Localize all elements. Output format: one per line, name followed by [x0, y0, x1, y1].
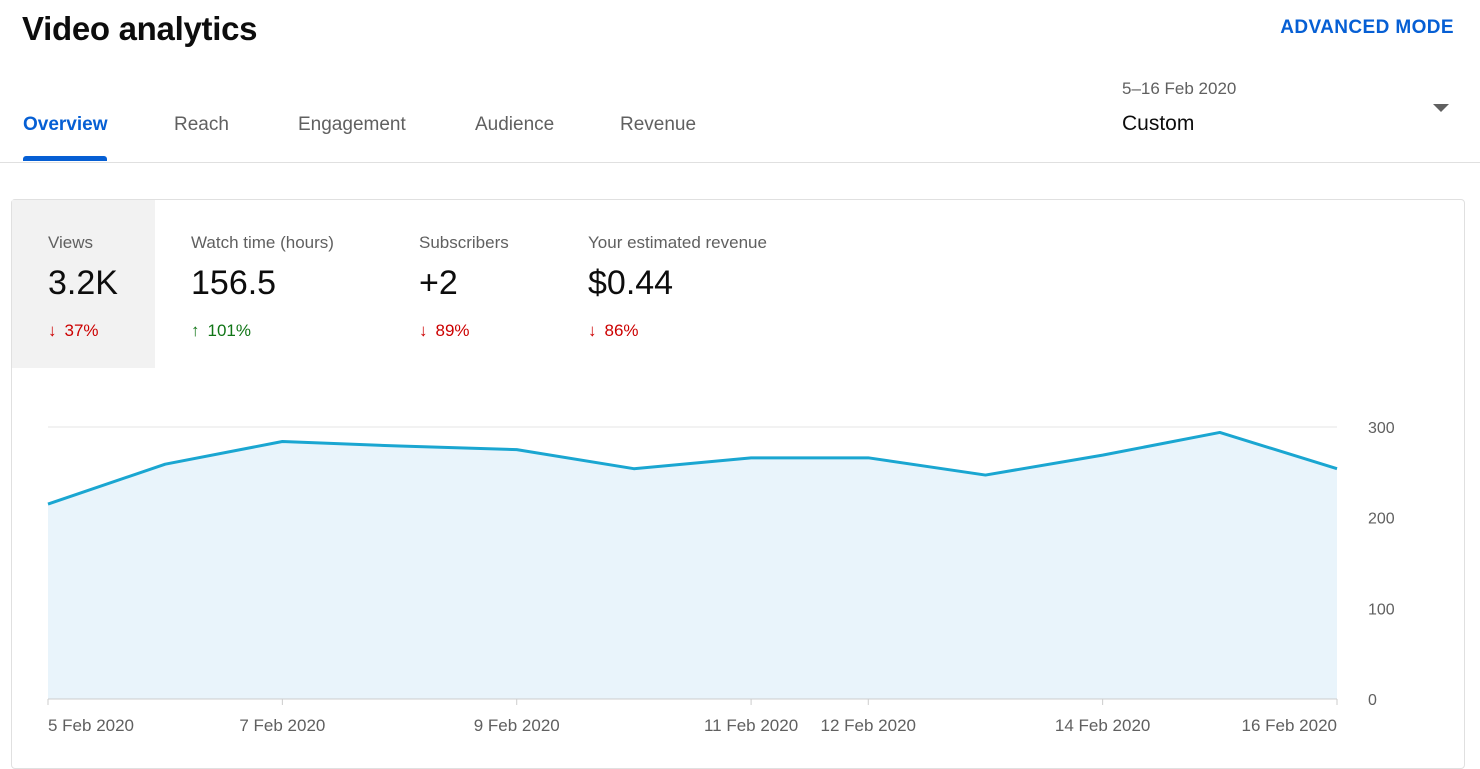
active-tab-indicator — [23, 156, 107, 161]
arrow-down-icon: ↓ — [588, 321, 597, 341]
metric-change: ↑ 101% — [191, 321, 251, 341]
area-fill — [48, 432, 1337, 699]
metric-estimated-revenue[interactable]: Your estimated revenue $0.44 ↓ 86% — [552, 200, 792, 368]
date-range-label: 5–16 Feb 2020 — [1122, 79, 1236, 99]
metric-change-value: 37% — [65, 321, 99, 340]
y-tick-label: 0 — [1368, 692, 1377, 709]
tab-revenue[interactable]: Revenue — [620, 114, 696, 136]
metric-views[interactable]: Views 3.2K ↓ 37% — [12, 200, 155, 368]
tab-engagement[interactable]: Engagement — [298, 114, 406, 136]
advanced-mode-button[interactable]: ADVANCED MODE — [1280, 17, 1454, 39]
metric-watch-time[interactable]: Watch time (hours) 156.5 ↑ 101% — [155, 200, 383, 368]
dropdown-arrow-icon[interactable] — [1433, 104, 1449, 112]
y-tick-label: 300 — [1368, 420, 1395, 437]
metric-label: Views — [48, 233, 93, 253]
y-tick-label: 200 — [1368, 511, 1395, 528]
tab-overview[interactable]: Overview — [23, 114, 108, 136]
metric-value: $0.44 — [588, 264, 673, 303]
metric-change-value: 86% — [605, 321, 639, 340]
x-tick-label: 9 Feb 2020 — [474, 716, 560, 735]
x-tick-label: 14 Feb 2020 — [1055, 716, 1150, 735]
metric-label: Your estimated revenue — [588, 233, 767, 253]
metric-value: 3.2K — [48, 264, 118, 303]
page-title: Video analytics — [22, 10, 257, 48]
metric-value: +2 — [419, 264, 458, 303]
metric-value: 156.5 — [191, 264, 276, 303]
tab-audience[interactable]: Audience — [475, 114, 554, 136]
tab-reach[interactable]: Reach — [174, 114, 229, 136]
tab-bar: Overview Reach Engagement Audience Reven… — [0, 100, 1480, 163]
arrow-up-icon: ↑ — [191, 321, 200, 341]
metric-label: Subscribers — [419, 233, 509, 253]
metric-change: ↓ 89% — [419, 321, 470, 341]
metric-change-value: 89% — [436, 321, 470, 340]
metric-change: ↓ 86% — [588, 321, 639, 341]
metric-subscribers[interactable]: Subscribers +2 ↓ 89% — [383, 200, 552, 368]
arrow-down-icon: ↓ — [419, 321, 428, 341]
arrow-down-icon: ↓ — [48, 321, 57, 341]
x-tick-label: 5 Feb 2020 — [48, 716, 134, 735]
date-range-select[interactable]: Custom — [1122, 112, 1194, 136]
metric-change: ↓ 37% — [48, 321, 99, 341]
x-tick-label: 16 Feb 2020 — [1242, 716, 1337, 735]
y-tick-label: 100 — [1368, 601, 1395, 618]
metric-label: Watch time (hours) — [191, 233, 334, 253]
views-chart: 0 100 200 300 5 Feb 2020 7 Feb 2020 9 Feb 2020… — [0, 400, 1480, 759]
x-tick-label: 11 Feb 2020 — [704, 716, 798, 735]
x-tick-label: 12 Feb 2020 — [821, 716, 916, 735]
x-tick-label: 7 Feb 2020 — [239, 716, 325, 735]
metric-change-value: 101% — [208, 321, 251, 340]
